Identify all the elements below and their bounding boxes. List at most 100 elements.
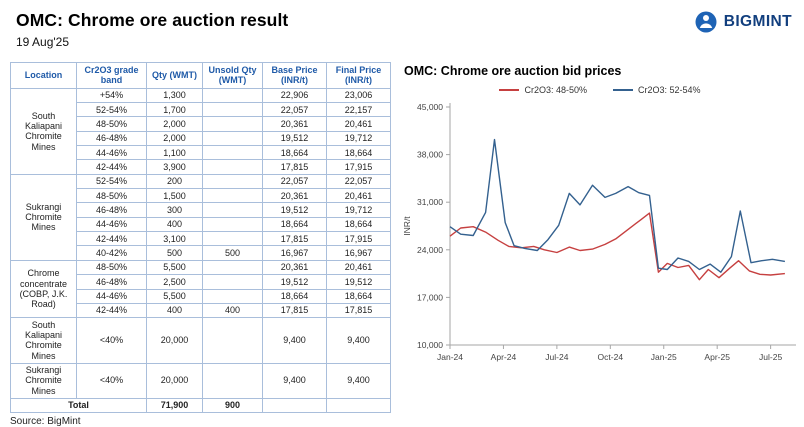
qty-cell: 200 xyxy=(146,173,203,190)
auction-result-table: Location Cr2O3 grade band Qty (WMT) Unso… xyxy=(10,62,391,413)
table-row: 46-48% 2,000 19,512 19,712 xyxy=(11,130,391,147)
final-cell: 20,461 xyxy=(326,116,391,132)
legend-label-48-50: Cr2O3: 48-50% xyxy=(524,85,587,95)
band-cell: <40% xyxy=(76,362,147,399)
base-cell: 18,664 xyxy=(262,288,327,304)
unsold-cell xyxy=(202,102,263,118)
base-cell: 20,361 xyxy=(262,116,327,132)
y-tick-label: 45,000 xyxy=(417,102,443,112)
col-header-location: Location xyxy=(10,62,77,89)
base-cell: 17,815 xyxy=(262,159,327,175)
band-cell: 48-50% xyxy=(76,259,147,276)
chart-title: OMC: Chrome ore auction bid prices xyxy=(404,64,622,78)
table-row: 42-44% 3,900 17,815 17,915 xyxy=(11,159,391,175)
location-cell: Sukrangi Chromite Mines xyxy=(10,362,77,399)
band-cell: 48-50% xyxy=(76,116,147,132)
legend-item-48-50: Cr2O3: 48-50% xyxy=(499,85,587,95)
chart-legend: Cr2O3: 48-50% Cr2O3: 52-54% xyxy=(398,85,802,95)
y-axis-label: INR/t xyxy=(402,216,412,236)
auction-table-panel: Location Cr2O3 grade band Qty (WMT) Unso… xyxy=(10,62,393,427)
base-cell: 9,400 xyxy=(262,362,327,399)
qty-cell: 1,500 xyxy=(146,188,203,204)
table-row: South Kaliapani Chromite Mines +54% 1,300 2… xyxy=(10,87,391,175)
bigmint-logo-icon xyxy=(695,11,717,33)
band-cell: 46-48% xyxy=(76,130,147,147)
y-tick-label: 31,000 xyxy=(417,197,443,207)
table-row: South Kaliapani Chromite Mines <40% 20,000… xyxy=(10,317,391,364)
total-base-cell xyxy=(262,397,327,413)
base-cell: 18,664 xyxy=(262,216,327,233)
final-cell: 9,400 xyxy=(326,317,391,364)
band-cell: 44-46% xyxy=(76,216,147,233)
unsold-cell xyxy=(202,259,263,276)
report-page: OMC: Chrome ore auction result 19 Aug'25… xyxy=(10,10,802,427)
qty-cell: 2,000 xyxy=(146,116,203,132)
band-cell: <40% xyxy=(76,317,147,364)
band-cell: +54% xyxy=(76,87,147,104)
y-tick-label: 10,000 xyxy=(417,340,443,350)
unsold-cell xyxy=(202,130,263,147)
final-cell: 19,512 xyxy=(326,274,391,290)
legend-marker-blue xyxy=(613,89,633,91)
unsold-cell xyxy=(202,317,263,364)
y-tick-label: 24,000 xyxy=(417,245,443,255)
unsold-cell xyxy=(202,116,263,132)
final-cell: 9,400 xyxy=(326,362,391,399)
table-row: 48-50% 1,500 20,361 20,461 xyxy=(11,188,391,204)
y-tick-label: 38,000 xyxy=(417,150,443,160)
band-cell: 46-48% xyxy=(76,202,147,218)
location-cell: Sukrangi Chromite Mines xyxy=(10,173,77,261)
x-tick-label: Oct-24 xyxy=(598,352,624,362)
x-tick-label: Apr-25 xyxy=(704,352,730,362)
total-row: Total 71,900 900 xyxy=(10,397,391,413)
base-cell: 20,361 xyxy=(262,188,327,204)
col-header-base-price: Base Price (INR/t) xyxy=(262,62,327,89)
col-header-unsold-qty: Unsold Qty (WMT) xyxy=(202,62,263,89)
final-cell: 17,815 xyxy=(326,302,391,319)
table-row: 44-46% 1,100 18,664 18,664 xyxy=(11,145,391,161)
x-tick-label: Jan-24 xyxy=(437,352,463,362)
location-cell: South Kaliapani Chromite Mines xyxy=(10,317,77,364)
band-cell: 52-54% xyxy=(76,173,147,190)
qty-cell: 2,000 xyxy=(146,130,203,147)
base-cell: 17,815 xyxy=(262,302,327,319)
band-cell: 42-44% xyxy=(76,231,147,247)
x-tick-label: Jul-25 xyxy=(759,352,782,362)
unsold-cell xyxy=(202,87,263,104)
band-cell: 42-44% xyxy=(76,159,147,175)
base-cell: 9,400 xyxy=(262,317,327,364)
base-cell: 17,815 xyxy=(262,231,327,247)
qty-cell: 500 xyxy=(146,245,203,261)
qty-cell: 1,700 xyxy=(146,102,203,118)
report-header: OMC: Chrome ore auction result 19 Aug'25… xyxy=(16,10,792,49)
unsold-cell xyxy=(202,362,263,399)
qty-cell: 1,100 xyxy=(146,145,203,161)
unsold-cell xyxy=(202,159,263,175)
total-qty-cell: 71,900 xyxy=(146,397,203,413)
base-cell: 16,967 xyxy=(262,245,327,261)
total-label: Total xyxy=(10,397,147,413)
y-tick-label: 17,000 xyxy=(417,292,443,302)
base-cell: 19,512 xyxy=(262,202,327,218)
unsold-cell xyxy=(202,173,263,190)
qty-cell: 3,900 xyxy=(146,159,203,175)
qty-cell: 400 xyxy=(146,302,203,319)
band-cell: 42-44% xyxy=(76,302,147,319)
final-cell: 18,664 xyxy=(326,145,391,161)
report-date: 19 Aug'25 xyxy=(16,35,70,49)
base-cell: 20,361 xyxy=(262,259,327,276)
bigmint-logo: BIGMINT xyxy=(694,10,792,34)
total-unsold-cell: 900 xyxy=(202,397,263,413)
table-row: Sukrangi Chromite Mines 52-54% 200 22,057 22… xyxy=(10,173,391,261)
final-cell: 18,664 xyxy=(326,288,391,304)
x-tick-label: Jan-25 xyxy=(651,352,677,362)
qty-cell: 1,300 xyxy=(146,87,203,104)
col-header-qty: Qty (WMT) xyxy=(146,62,203,89)
legend-label-52-54: Cr2O3: 52-54% xyxy=(638,85,701,95)
page-title: OMC: Chrome ore auction result xyxy=(16,10,289,30)
final-cell: 19,712 xyxy=(326,130,391,147)
table-row: 46-48% 300 19,512 19,712 xyxy=(11,202,391,218)
qty-cell: 300 xyxy=(146,202,203,218)
band-cell: 48-50% xyxy=(76,188,147,204)
qty-cell: 400 xyxy=(146,216,203,233)
